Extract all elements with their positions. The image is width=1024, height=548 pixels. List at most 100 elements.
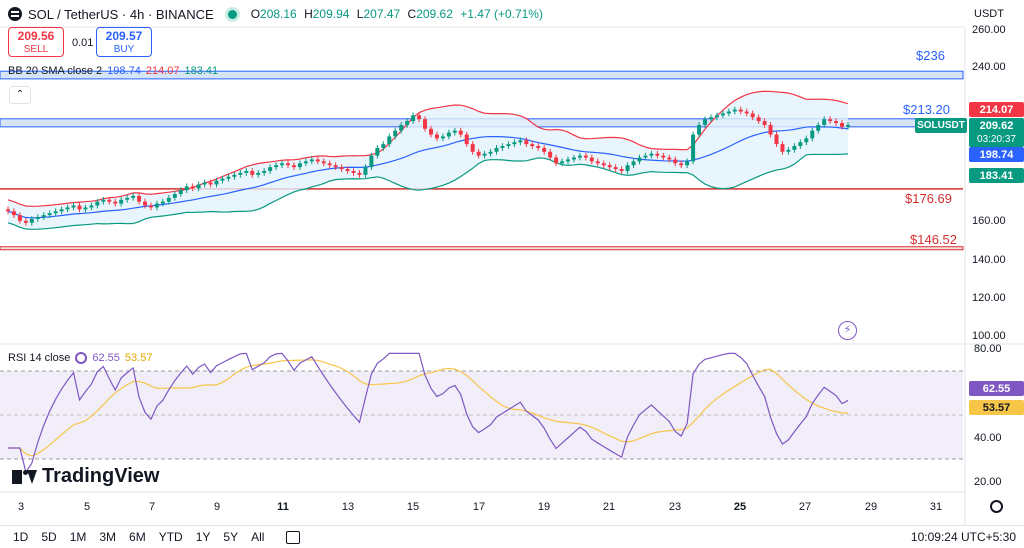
candle-body <box>840 123 845 127</box>
chevron-up-icon: ⌃ <box>15 89 25 100</box>
date-tick: 21 <box>602 501 616 513</box>
date-tick: 7 <box>148 501 156 513</box>
level-213-label: $213.20 <box>903 102 950 117</box>
candle-body <box>732 109 737 112</box>
calendar-icon[interactable] <box>286 530 301 544</box>
candle-body <box>29 218 34 223</box>
candle-body <box>59 209 64 212</box>
candle-body <box>17 215 22 221</box>
candle-body <box>595 161 600 164</box>
candle-body <box>172 194 177 198</box>
candle-body <box>542 147 547 152</box>
candle-body <box>423 119 428 129</box>
candle-body <box>268 167 273 171</box>
date-tick: 5 <box>83 501 91 513</box>
candle-body <box>667 157 672 160</box>
range-5y-button[interactable]: 5Y <box>223 530 239 544</box>
currency-label[interactable]: USDT <box>974 8 1004 20</box>
candle-body <box>101 199 106 202</box>
bb-basis-tag: 198.74 <box>969 147 1024 162</box>
candle-body <box>708 117 713 120</box>
candle-body <box>512 142 517 145</box>
range-1d-button[interactable]: 1D <box>13 530 29 544</box>
rsi-ma-value: 53.57 <box>124 352 153 364</box>
candle-body <box>846 124 850 127</box>
level-176-label: $176.69 <box>905 191 952 206</box>
candle-body <box>697 124 702 135</box>
tradingview-icon <box>12 469 37 484</box>
candle-body <box>274 165 279 168</box>
candle-body <box>834 121 839 124</box>
settings-gear-icon[interactable] <box>990 500 1003 513</box>
ohlc-values: O208.16 H209.94 L207.47 C209.62 +1.47 (+… <box>250 7 543 21</box>
price-axis-tick: 260.00 <box>972 24 1006 36</box>
clock-readout[interactable]: 10:09:24 UTC+5:30 <box>910 530 1016 544</box>
candle-body <box>291 165 296 168</box>
symbol-title[interactable]: SOL / TetherUS · 4h · BINANCE <box>28 6 214 22</box>
bb-lower-value: 183.41 <box>184 65 219 77</box>
candle-body <box>744 111 749 114</box>
date-tick: 9 <box>213 501 221 513</box>
candle-body <box>65 207 70 210</box>
bb-basis-value: 198.74 <box>107 65 141 77</box>
candle-body <box>506 144 511 147</box>
level-236-zone <box>0 70 964 80</box>
candle-body <box>679 163 684 166</box>
candle-body <box>822 119 827 125</box>
candle-body <box>530 144 535 147</box>
bb-lower-line <box>7 153 849 230</box>
candle-body <box>387 136 392 145</box>
range-6m-button[interactable]: 6M <box>129 530 146 544</box>
bb-legend[interactable]: BB 20 SMA close 2 198.74 214.07 183.41 <box>8 65 218 77</box>
candle-body <box>41 215 46 218</box>
bb-lower-tag: 183.41 <box>969 168 1024 183</box>
range-1m-button[interactable]: 1M <box>69 530 87 544</box>
rsi-value-tag: 62.55 <box>969 381 1024 396</box>
rsi-line <box>8 352 849 474</box>
collapse-legend-button[interactable]: ⌃ <box>9 86 31 104</box>
candle-body <box>107 199 112 202</box>
candle-body <box>762 121 767 125</box>
candle-body <box>571 157 576 160</box>
range-3m-button[interactable]: 3M <box>99 530 117 544</box>
candle-body <box>458 130 463 135</box>
candle-body <box>714 115 719 118</box>
candle-body <box>220 178 225 181</box>
candle-body <box>11 211 16 216</box>
buy-button[interactable]: 209.57 BUY <box>96 27 152 57</box>
candle-body <box>816 124 821 131</box>
candle-body <box>434 134 439 139</box>
market-status-icon <box>227 9 237 19</box>
symbol-header: SOL / TetherUS · 4h · BINANCE O208.16 H2… <box>8 6 543 22</box>
bb-label: BB 20 SMA close 2 <box>8 65 103 77</box>
candle-body <box>297 163 302 168</box>
spread-value: 0.01 <box>72 37 94 49</box>
date-tick: 31 <box>929 501 943 513</box>
candle-body <box>554 157 559 164</box>
date-tick: 13 <box>341 501 355 513</box>
range-ytd-button[interactable]: YTD <box>158 530 183 544</box>
sell-button[interactable]: 209.56 SELL <box>8 27 64 57</box>
candle-body <box>607 165 612 168</box>
range-1y-button[interactable]: 1Y <box>195 530 211 544</box>
candle-body <box>154 203 159 208</box>
rsi-ma-tag: 53.57 <box>969 400 1024 415</box>
range-5d-button[interactable]: 5D <box>41 530 57 544</box>
date-tick: 29 <box>864 501 878 513</box>
candle-body <box>148 205 153 208</box>
candle-body <box>131 195 136 198</box>
rsi-axis-tick: 20.00 <box>974 476 1002 488</box>
range-all-button[interactable]: All <box>251 530 265 544</box>
date-tick: 23 <box>668 501 682 513</box>
price-axis-tick: 120.00 <box>972 292 1006 304</box>
bb-upper-line <box>7 90 849 207</box>
candle-body <box>339 167 344 170</box>
rsi-legend[interactable]: RSI 14 close 62.55 53.57 <box>8 352 152 364</box>
rsi-value: 62.55 <box>92 352 120 364</box>
candle-body <box>691 134 696 162</box>
tradingview-logo[interactable]: TradingView <box>12 465 159 488</box>
lightning-icon[interactable]: ⚡ <box>838 321 857 340</box>
candle-body <box>6 209 10 212</box>
candle-body <box>703 119 708 125</box>
